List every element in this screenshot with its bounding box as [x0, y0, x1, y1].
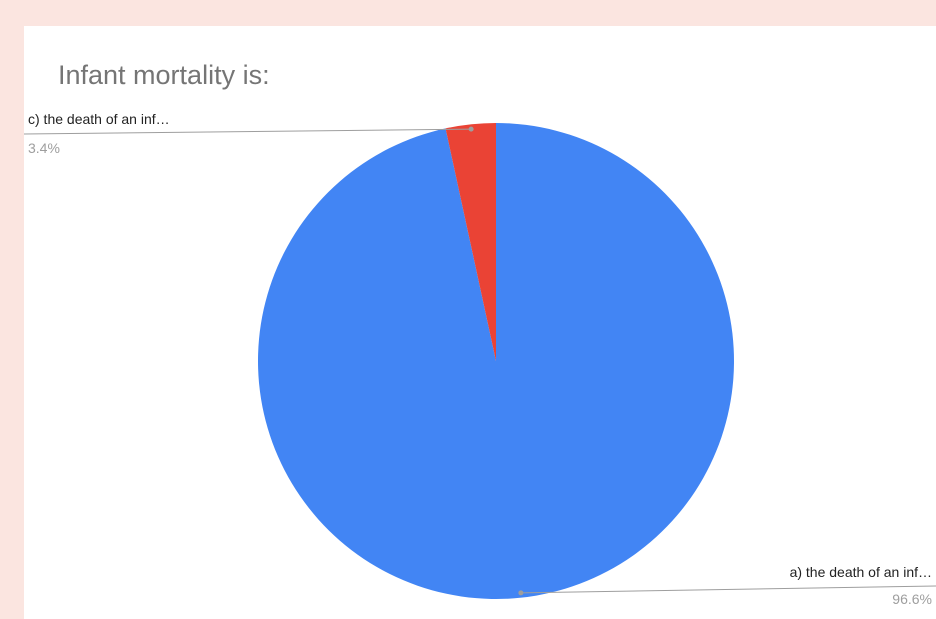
pie-labels: a) the death of an inf… 96.6% c) the death…: [24, 111, 936, 607]
slice-value-0: 96.6%: [892, 591, 932, 607]
slice-label-1: c) the death of an inf…: [28, 111, 170, 127]
slice-label-0: a) the death of an inf…: [790, 564, 932, 580]
slice-value-1: 3.4%: [28, 140, 60, 156]
chart-title: Infant mortality is:: [58, 60, 270, 90]
leader-line-1: [24, 128, 472, 135]
chart-card: Infant mortality is: a) the death of an …: [24, 26, 936, 619]
pie-chart: a) the death of an inf… 96.6% c) the death…: [24, 111, 936, 607]
leader-line-0: [520, 585, 936, 594]
pie-slice-1: [445, 123, 496, 361]
pie-slice-0: [258, 123, 735, 599]
leader-dot-0: [518, 590, 524, 596]
pie-slices: [258, 123, 735, 599]
